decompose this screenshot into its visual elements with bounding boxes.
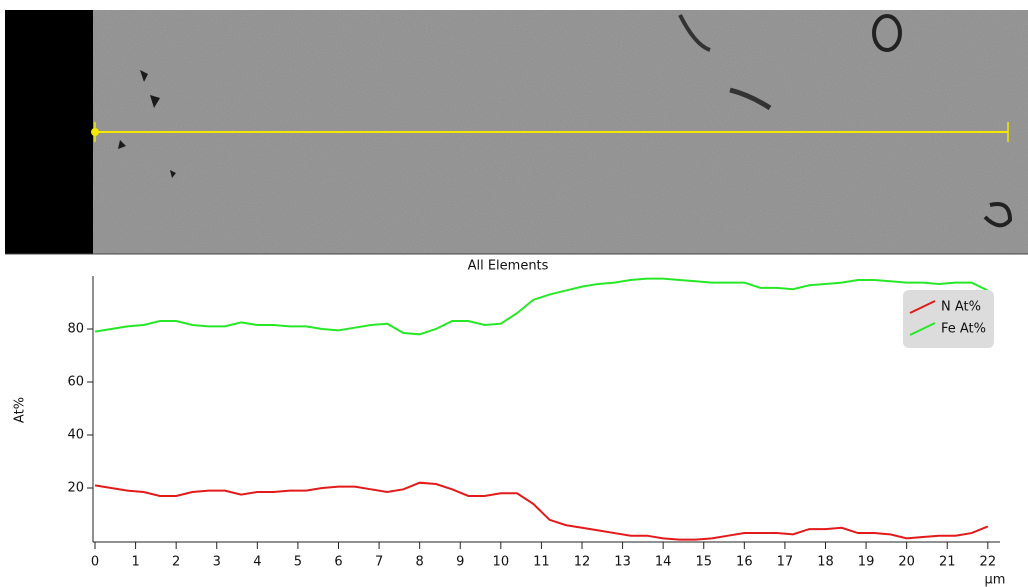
- x-tick-label: 18: [817, 555, 834, 570]
- legend-swatch: [909, 322, 936, 336]
- chart-title: All Elements: [468, 259, 549, 274]
- y-tick-label: 60: [67, 375, 84, 390]
- x-tick-label: 12: [574, 555, 591, 570]
- x-tick-label: 9: [456, 555, 464, 570]
- x-tick-label: 6: [334, 555, 342, 570]
- x-tick-label: 20: [898, 555, 915, 570]
- x-tick-label: 11: [533, 555, 550, 570]
- legend: N At% Fe At%: [903, 290, 994, 348]
- y-axis-label: At%: [13, 397, 28, 423]
- x-tick-label: 16: [736, 555, 753, 570]
- x-tick-label: 4: [253, 555, 261, 570]
- x-tick-label: 1: [131, 555, 139, 570]
- x-tick-label: 15: [695, 555, 712, 570]
- y-tick-label: 20: [67, 481, 84, 496]
- legend-label: Fe At%: [941, 322, 986, 337]
- x-tick-label: 17: [777, 555, 794, 570]
- legend-swatch: [909, 300, 936, 314]
- legend-label: N At%: [941, 300, 981, 315]
- y-tick-label: 40: [67, 428, 84, 443]
- x-axis-label: μm: [985, 573, 1006, 587]
- x-tick-label: 22: [980, 555, 997, 570]
- x-tick-label: 2: [172, 555, 180, 570]
- x-tick-label: 21: [939, 555, 956, 570]
- x-tick-label: 14: [655, 555, 672, 570]
- x-tick-label: 13: [614, 555, 631, 570]
- x-tick-label: 3: [213, 555, 221, 570]
- x-tick-label: 8: [416, 555, 424, 570]
- x-tick-label: 7: [375, 555, 383, 570]
- x-tick-label: 19: [858, 555, 875, 570]
- x-tick-label: 5: [294, 555, 302, 570]
- data-line: [94, 277, 989, 336]
- y-tick-label: 80: [67, 322, 84, 337]
- sem-image: [5, 10, 1028, 255]
- x-tick-label: 10: [493, 555, 510, 570]
- x-tick-label: 0: [91, 555, 99, 570]
- data-line: [94, 481, 989, 541]
